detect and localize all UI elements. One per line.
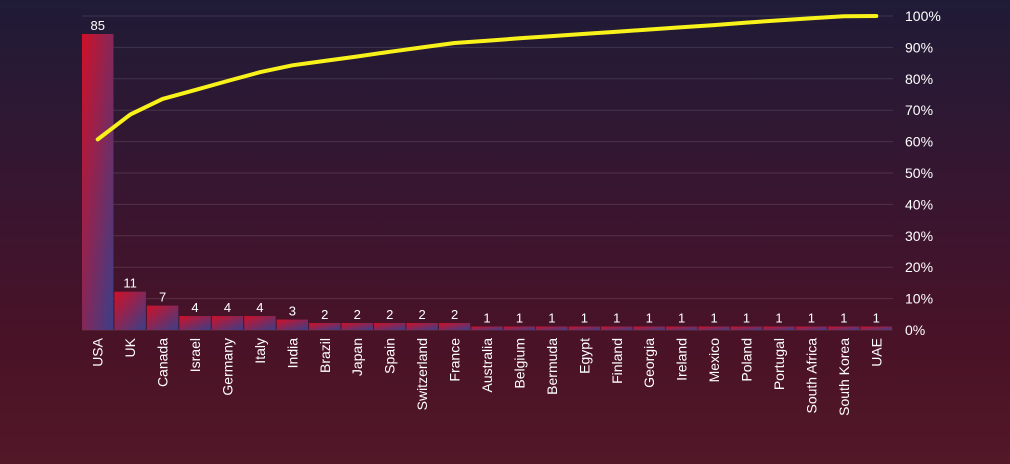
bar [341, 323, 373, 330]
bar-series [82, 34, 892, 330]
bar-value-label: 4 [256, 300, 263, 315]
category-label: Brazil [317, 338, 333, 373]
bar-value-label: 1 [873, 311, 880, 326]
bar [114, 291, 146, 330]
bar [179, 316, 211, 330]
bar-value-label: 1 [678, 311, 685, 326]
bar [276, 319, 309, 330]
category-label: Israel [187, 338, 203, 372]
category-label: India [284, 338, 300, 369]
category-label: Belgium [511, 338, 527, 389]
bar-value-label: 1 [483, 311, 490, 326]
right-axis-tick-label: 70% [905, 102, 933, 118]
bar [698, 326, 730, 330]
grid-lines [82, 15, 893, 331]
right-axis-tick-label: 80% [905, 71, 933, 87]
bar-value-label: 1 [840, 311, 847, 326]
bar [211, 316, 244, 330]
bar [82, 34, 114, 330]
category-label: South Korea [836, 338, 852, 416]
bar-value-label: 1 [743, 311, 750, 326]
right-axis-tick-label: 100% [905, 8, 941, 24]
bar-value-label: 4 [191, 300, 198, 315]
right-axis-tick-label: 30% [905, 228, 933, 244]
category-label: Switzerland [414, 338, 430, 410]
bar [601, 326, 633, 330]
bar [568, 326, 601, 330]
bar [730, 326, 763, 330]
bar-value-label: 1 [548, 311, 555, 326]
right-axis-tick-label: 90% [905, 39, 933, 55]
bar [763, 326, 795, 330]
bar-value-label: 3 [289, 304, 296, 319]
bar-value-label: 1 [516, 311, 523, 326]
category-label: Canada [155, 338, 171, 387]
bar [438, 323, 471, 330]
category-label: Ireland [674, 338, 690, 381]
bar-value-label: 1 [775, 311, 782, 326]
category-labels: USA UK Canada Israel Germany Italy India Brazil… [90, 337, 885, 416]
bar-value-label: 85 [90, 18, 104, 33]
category-label: Poland [739, 338, 755, 382]
bar-value-label: 11 [123, 276, 137, 291]
bar [536, 326, 568, 330]
right-axis-tick-label: 40% [905, 196, 933, 212]
bar-value-label: 2 [451, 307, 458, 322]
right-axis-tick-label: 0% [905, 322, 925, 338]
bar [373, 323, 406, 330]
category-label: Georgia [641, 338, 657, 388]
bar [503, 326, 536, 330]
right-axis-labels: 100% 90% 80% 70% 60% 50% 40% 30% 20% 10% 0% [905, 8, 941, 338]
bar [633, 326, 665, 330]
right-axis-tick-label: 20% [905, 259, 933, 275]
category-label: France [447, 338, 463, 382]
right-axis-tick-label: 60% [905, 134, 933, 150]
bar-value-label: 1 [710, 311, 717, 326]
right-axis-tick-label: 50% [905, 165, 933, 181]
bar-value-label: 2 [321, 307, 328, 322]
bar [665, 326, 698, 330]
category-label: Spain [382, 338, 398, 374]
category-label: Australia [479, 338, 495, 393]
category-label: UK [122, 337, 138, 357]
bar-value-label: 1 [581, 311, 588, 326]
bar-value-label: 2 [354, 307, 361, 322]
bar [146, 305, 179, 330]
bar [406, 323, 438, 330]
category-label: UAE [868, 338, 884, 367]
category-label: Italy [252, 338, 268, 364]
category-label: South Africa [803, 338, 819, 414]
bar-value-label: 1 [613, 311, 620, 326]
category-label: USA [90, 337, 106, 366]
category-label: Mexico [706, 338, 722, 383]
bar-value-label: 1 [646, 311, 653, 326]
category-label: Bermuda [544, 338, 560, 395]
right-axis-tick-label: 10% [905, 291, 933, 307]
category-label: Germany [219, 338, 235, 396]
cumulative-percent-line [95, 14, 879, 142]
bar-value-label: 2 [386, 307, 393, 322]
bar [828, 326, 860, 330]
bar [244, 316, 276, 330]
category-label: Portugal [771, 338, 787, 390]
bar [471, 326, 503, 330]
category-label: Egypt [576, 338, 592, 374]
bar-value-label: 7 [159, 290, 166, 305]
category-label: Finland [609, 338, 625, 384]
bar-value-label: 2 [419, 307, 426, 322]
bar [309, 323, 341, 330]
bar [795, 326, 828, 330]
bar-value-label: 1 [808, 311, 815, 326]
bar [860, 326, 892, 330]
bar-value-label: 4 [224, 300, 231, 315]
category-label: Japan [349, 338, 365, 376]
